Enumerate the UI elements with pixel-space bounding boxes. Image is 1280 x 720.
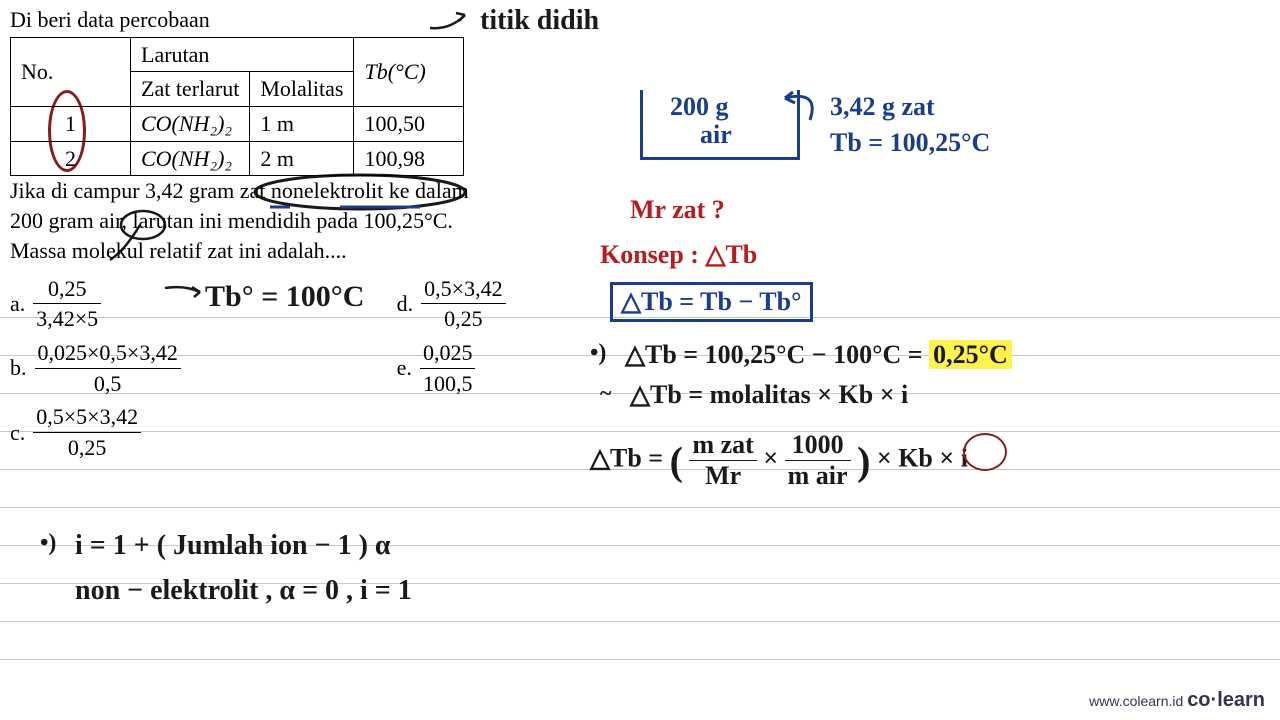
options: a. 0,253,42×5 b. 0,025×0,5×3,420,5 c. 0,… [10,274,580,467]
table-row: No. Larutan Tb(°C) [11,37,464,72]
note-i-formula: i = 1 + ( Jumlah ion − 1 ) α [75,530,391,562]
table-row: 2 CO(NH₂)₂ 2 m 100,98 [11,141,464,176]
data-table: No. Larutan Tb(°C) Zat terlarut Molalita… [10,37,464,177]
option-e: e. 0,025100,5 [397,338,580,398]
problem-block: Di beri data percobaan No. Larutan Tb(°C… [0,0,590,472]
question-line: Jika di campur 3,42 gram zat nonelektrol… [10,176,580,206]
option-b: b. 0,025×0,5×3,420,5 [10,338,227,398]
question-line: Massa molekul relatif zat ini adalah.... [10,236,580,266]
option-c: c. 0,5×5×3,420,25 [10,402,227,462]
option-a: a. 0,253,42×5 [10,274,227,334]
table-row: 1 CO(NH₂)₂ 1 m 100,50 [11,107,464,142]
option-d: d. 0,5×3,420,25 [397,274,580,334]
footer: www.colearn.id co·learn [1089,689,1265,712]
title: Di beri data percobaan [10,5,580,35]
bullet-2: •) [40,530,56,557]
note-nonelektrolit: non − elektrolit , α = 0 , i = 1 [75,575,412,607]
question-line: 200 gram air, larutan ini mendidih pada … [10,206,580,236]
